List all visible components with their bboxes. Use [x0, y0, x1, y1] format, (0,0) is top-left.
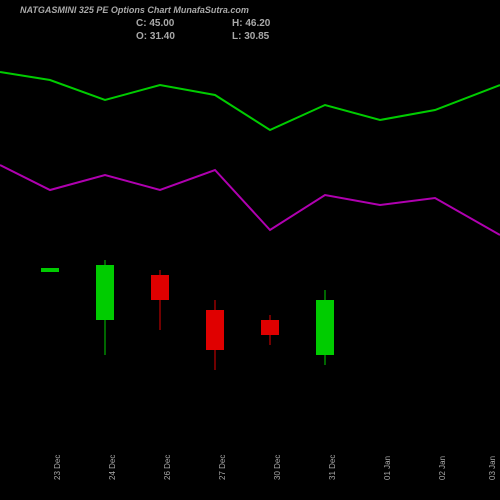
x-axis-label: 31 Dec	[328, 455, 337, 480]
x-axis-label: 03 Jan	[488, 456, 497, 480]
x-axis-label: 27 Dec	[218, 455, 227, 480]
candle-body	[96, 265, 114, 320]
indicator-line-green	[0, 72, 500, 130]
candle-body	[206, 310, 224, 350]
x-axis-label: 30 Dec	[273, 455, 282, 480]
chart-container: NATGASMINI 325 PE Options Chart MunafaSu…	[0, 0, 500, 500]
x-axis-label: 24 Dec	[108, 455, 117, 480]
x-axis-label: 23 Dec	[53, 455, 62, 480]
candle-body	[151, 275, 169, 300]
candle-body	[41, 268, 59, 272]
chart-svg	[0, 0, 500, 500]
candle-body	[316, 300, 334, 355]
x-axis-label: 26 Dec	[163, 455, 172, 480]
x-axis-label: 01 Jan	[383, 456, 392, 480]
x-axis-label: 02 Jan	[438, 456, 447, 480]
candle-body	[261, 320, 279, 335]
indicator-line-purple	[0, 165, 500, 235]
